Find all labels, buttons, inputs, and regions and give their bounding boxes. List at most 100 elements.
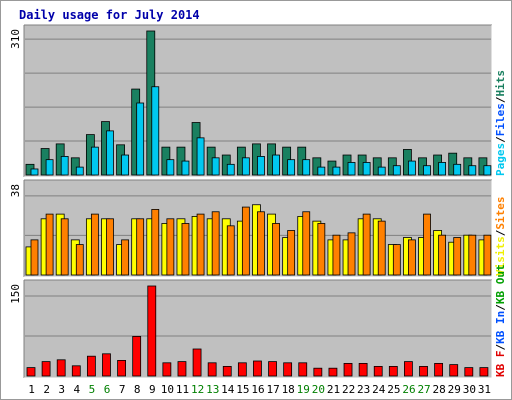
- bar-kb-s0-day-17: [268, 361, 277, 377]
- bar-visits-sites-s1-day-5: [90, 213, 99, 276]
- legend-entry: Hits: [494, 70, 507, 97]
- x-tick-label-10: 10: [161, 383, 174, 396]
- bar-pages-files-hits-s1-day-1: [30, 168, 39, 176]
- bar-kb-s0-day-30: [464, 367, 474, 377]
- bar-visits-sites-s1-day-27: [423, 213, 431, 276]
- bar-visits-sites-s1-day-11: [181, 223, 190, 276]
- legend-pages-files-hits: Pages/Files/Hits: [494, 70, 507, 176]
- bar-pages-files-hits-s1-day-25: [392, 165, 401, 176]
- bar-pages-files-hits-s1-day-27: [423, 165, 431, 176]
- bar-pages-files-hits-s1-day-11: [181, 160, 190, 176]
- bar-visits-sites-s1-day-23: [362, 213, 371, 276]
- x-tick-label-30: 30: [463, 383, 476, 396]
- bar-pages-files-hits-s1-day-28: [438, 162, 447, 176]
- bar-visits-sites-s1-day-13: [211, 211, 220, 276]
- x-tick-label-31: 31: [478, 383, 491, 396]
- bar-kb-s0-day-27: [419, 365, 428, 377]
- bar-visits-sites-s1-day-9: [151, 209, 160, 276]
- x-tick-label-3: 3: [58, 383, 65, 396]
- bar-kb-s0-day-11: [177, 361, 187, 377]
- x-tick-label-11: 11: [176, 383, 189, 396]
- x-tick-label-5: 5: [89, 383, 96, 396]
- bar-kb-s0-day-28: [434, 362, 444, 377]
- bar-pages-files-hits-s1-day-31: [483, 165, 492, 176]
- x-tick-label-17: 17: [266, 383, 279, 396]
- legend-entry: Visits: [494, 236, 507, 276]
- bar-pages-files-hits-s1-day-14: [226, 163, 235, 176]
- bar-visits-sites-s1-day-14: [226, 225, 235, 276]
- bar-pages-files-hits-s1-day-29: [453, 163, 462, 176]
- bar-kb-s0-day-24: [373, 365, 383, 377]
- x-tick-label-7: 7: [119, 383, 126, 396]
- x-tick-label-1: 1: [28, 383, 35, 396]
- bar-pages-files-hits-s1-day-24: [377, 166, 386, 176]
- bar-kb-s0-day-18: [283, 362, 293, 377]
- legend-visits-sites: Visits/Sites: [494, 197, 507, 277]
- bar-kb-s0-day-12: [192, 348, 202, 377]
- bar-pages-files-hits-s1-day-19: [302, 159, 311, 176]
- bar-visits-sites-s1-day-7: [121, 239, 129, 276]
- bar-kb-s0-day-15: [237, 362, 247, 377]
- bar-visits-sites-s1-day-12: [196, 213, 205, 276]
- bar-visits-sites-s1-day-19: [302, 211, 311, 276]
- x-tick-label-14: 14: [221, 383, 235, 396]
- x-tick-label-22: 22: [342, 383, 355, 396]
- x-tick-label-26: 26: [402, 383, 415, 396]
- bar-pages-files-hits-s1-day-9: [151, 86, 160, 176]
- bar-visits-sites-s1-day-18: [287, 230, 296, 276]
- bar-pages-files-hits-s1-day-21: [332, 166, 341, 176]
- bar-visits-sites-s1-day-29: [453, 237, 462, 276]
- x-tick-label-27: 27: [417, 383, 430, 396]
- bar-visits-sites-s1-day-28: [438, 234, 447, 276]
- legend-entry: /: [494, 136, 507, 143]
- bar-pages-files-hits-s1-day-30: [468, 165, 477, 176]
- bar-kb-s0-day-10: [162, 362, 172, 377]
- bar-pages-files-hits-s1-day-3: [60, 156, 69, 176]
- x-tick-label-29: 29: [448, 383, 461, 396]
- legend-entry: KB F: [494, 351, 507, 378]
- bar-kb-s0-day-21: [328, 367, 338, 377]
- x-tick-label-18: 18: [282, 383, 295, 396]
- bar-kb-s0-day-14: [222, 365, 232, 377]
- bar-pages-files-hits-s0-day-20: [312, 157, 322, 176]
- bar-visits-sites-s1-day-15: [241, 206, 250, 276]
- bar-pages-files-hits-s1-day-12: [196, 137, 205, 176]
- bar-pages-files-hits-s1-day-23: [362, 162, 371, 176]
- x-tick-label-19: 19: [297, 383, 310, 396]
- x-tick-label-2: 2: [43, 383, 50, 396]
- bar-kb-s0-day-29: [449, 364, 459, 377]
- bar-pages-files-hits-s1-day-13: [211, 157, 220, 176]
- bar-kb-s0-day-8: [132, 335, 142, 377]
- bar-pages-files-hits-s1-day-20: [317, 166, 326, 176]
- bar-kb-s0-day-9: [147, 285, 157, 377]
- bar-kb-s0-day-3: [56, 359, 66, 377]
- bar-visits-sites-s1-day-26: [408, 239, 416, 276]
- bar-kb-s0-day-19: [298, 362, 308, 377]
- legend-entry: Files: [494, 103, 507, 136]
- legend-entry: /: [494, 229, 507, 236]
- bar-pages-files-hits-s1-day-7: [121, 154, 129, 176]
- bar-kb-s0-day-5: [86, 355, 96, 377]
- bar-pages-files-hits-s1-day-4: [75, 166, 84, 176]
- legend-entry: KB In: [494, 311, 507, 344]
- bar-pages-files-hits-s1-day-10: [166, 159, 175, 176]
- panel-visits-sites: 38 Visits/Sites: [9, 179, 507, 278]
- bar-pages-files-hits-s1-day-26: [408, 160, 416, 176]
- bar-visits-sites-s1-day-24: [377, 220, 386, 276]
- bar-visits-sites-s1-day-31: [483, 234, 492, 276]
- bar-kb-s0-day-1: [26, 367, 36, 377]
- legend-entry: KB Out: [494, 264, 507, 304]
- bar-pages-files-hits-s1-day-22: [347, 162, 356, 176]
- bar-visits-sites-s1-day-1: [30, 239, 39, 276]
- x-tick-label-4: 4: [74, 383, 81, 396]
- bar-kb-s0-day-20: [313, 367, 323, 377]
- x-tick-label-12: 12: [191, 383, 204, 396]
- bar-pages-files-hits-s1-day-8: [136, 102, 145, 176]
- legend-entry: /: [494, 344, 507, 351]
- x-tick-label-9: 9: [149, 383, 156, 396]
- bar-visits-sites-s1-day-30: [468, 234, 477, 276]
- x-tick-label-23: 23: [357, 383, 370, 396]
- bar-visits-sites-s1-day-17: [272, 223, 280, 276]
